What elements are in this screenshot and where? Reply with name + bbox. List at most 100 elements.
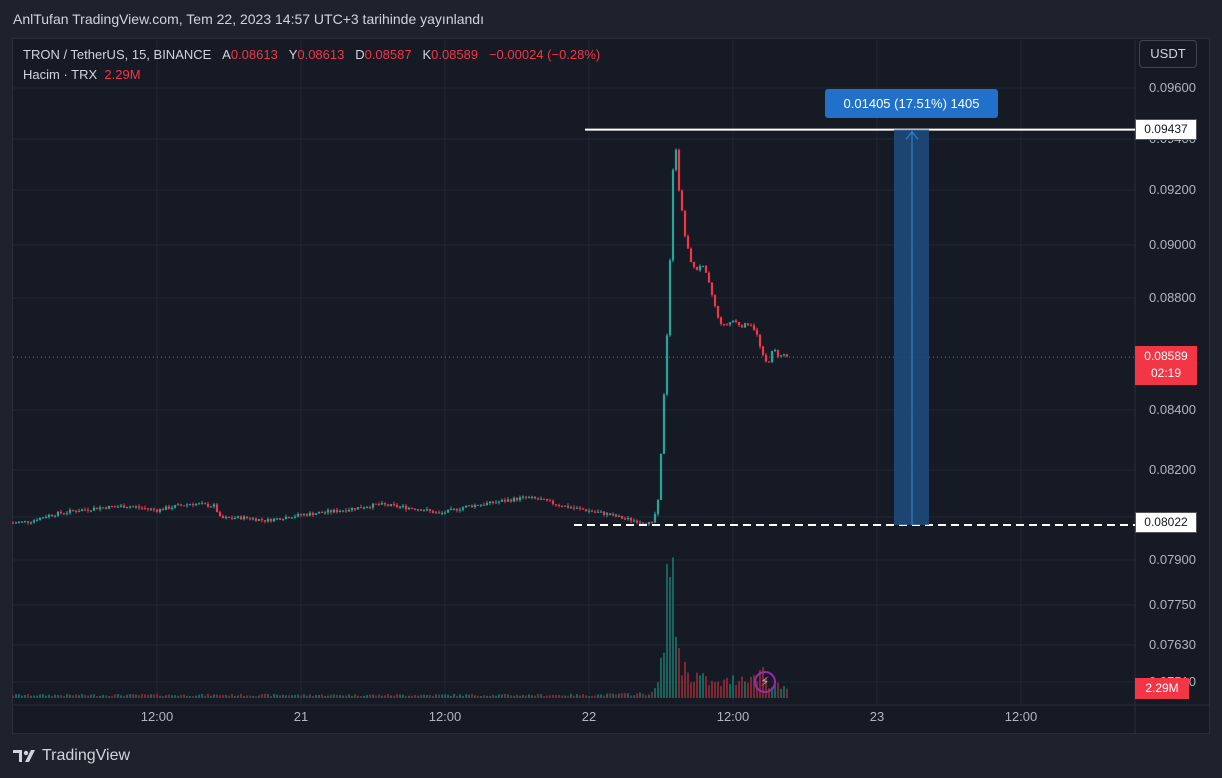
candle-body (335, 509, 339, 513)
candle-body (557, 505, 561, 507)
x-tick-label: 12:00 (1005, 709, 1038, 724)
candle-body (392, 504, 396, 506)
volume-bar (555, 694, 557, 698)
volume-bar (135, 694, 137, 698)
chart-frame[interactable] (12, 38, 1210, 734)
candle-body (569, 507, 573, 509)
volume-bar (633, 695, 635, 698)
volume-bar (654, 687, 656, 698)
volume-bar (453, 694, 455, 698)
volume-bar (108, 696, 110, 698)
candle-body (74, 510, 78, 512)
candle-body (56, 511, 60, 516)
volume-bar (123, 695, 125, 698)
volume-bar (366, 694, 368, 698)
legend-open-label: A (222, 47, 231, 62)
candle-body (11, 522, 15, 524)
volume-bar (201, 693, 203, 698)
volume-bar (462, 695, 464, 698)
candle-body (503, 500, 507, 502)
x-tick-label: 12:00 (429, 709, 462, 724)
volume-bar (120, 695, 122, 698)
candle-body (323, 512, 327, 514)
candle-body (77, 511, 81, 513)
volume-bar (171, 695, 173, 698)
volume-bar (231, 694, 233, 698)
candle-body (611, 514, 615, 516)
candle-body (164, 506, 168, 511)
volume-bar (141, 694, 143, 698)
candle-body (101, 507, 105, 509)
volume-bar (609, 693, 611, 698)
candle-body (371, 503, 375, 508)
volume-bar (126, 694, 128, 698)
volume-bar (540, 694, 542, 698)
candle-body (266, 518, 270, 522)
volume-bar (534, 695, 536, 698)
candle-body (590, 510, 594, 512)
volume-bar (33, 695, 35, 698)
volume-bar (237, 695, 239, 698)
volume-bar (183, 694, 185, 698)
candle-body (26, 521, 30, 523)
candle-body (677, 149, 681, 191)
candle-body (626, 518, 630, 520)
volume-bar (450, 695, 452, 698)
candle-body (296, 513, 300, 517)
candle-body (122, 505, 126, 508)
candle-body (671, 169, 675, 261)
volume-bar (81, 693, 83, 698)
y-tick-label: 0.07900 (1149, 552, 1196, 567)
candle-body (647, 522, 651, 525)
volume-bar (588, 696, 590, 698)
measure-tool-label[interactable]: 0.01405 (17.51%) 1405 (825, 89, 998, 118)
volume-bar (357, 695, 359, 698)
candle-body (617, 515, 621, 517)
volume-bar (468, 694, 470, 698)
candle-body (755, 329, 759, 335)
candle-body (206, 503, 210, 507)
volume-bar (780, 688, 782, 698)
volume-bar (393, 695, 395, 698)
candle-body (566, 505, 570, 508)
candle-body (41, 517, 45, 519)
candle-body (350, 508, 354, 511)
volume-bar (186, 695, 188, 698)
volume-bar (303, 694, 305, 698)
candle-body (731, 320, 735, 323)
candle-body (782, 354, 786, 356)
candle-body (170, 507, 174, 509)
candle-body (305, 514, 309, 516)
volume-bar (738, 681, 740, 698)
volume-bar (330, 694, 332, 698)
candle-body (155, 509, 159, 512)
candle-body (368, 507, 372, 509)
candle-body (410, 507, 414, 509)
volume-bar (696, 672, 698, 698)
candle-body (149, 508, 153, 510)
candle-body (275, 518, 279, 520)
lightning-icon[interactable]: ⚡ (754, 671, 776, 693)
legend-close-value: 0.08589 (431, 47, 479, 62)
volume-bar (723, 679, 725, 698)
candle-body (716, 305, 720, 318)
volume-bar (627, 693, 629, 698)
volume-bar (99, 695, 101, 698)
candle-body (545, 498, 549, 501)
volume-bar (282, 694, 284, 698)
volume-bar (573, 695, 575, 698)
candle-body (59, 511, 63, 514)
volume-bar (786, 688, 788, 698)
candle-body (479, 504, 483, 506)
candle-body (686, 236, 690, 249)
volume-bar (207, 693, 209, 698)
candle-body (548, 500, 552, 502)
volume-bar (747, 682, 749, 698)
volume-bar (246, 695, 248, 698)
volume-bar (495, 695, 497, 698)
currency-button[interactable]: USDT (1139, 40, 1197, 68)
volume-bar (648, 694, 650, 698)
volume-bar (549, 695, 551, 698)
volume-bar (594, 695, 596, 698)
